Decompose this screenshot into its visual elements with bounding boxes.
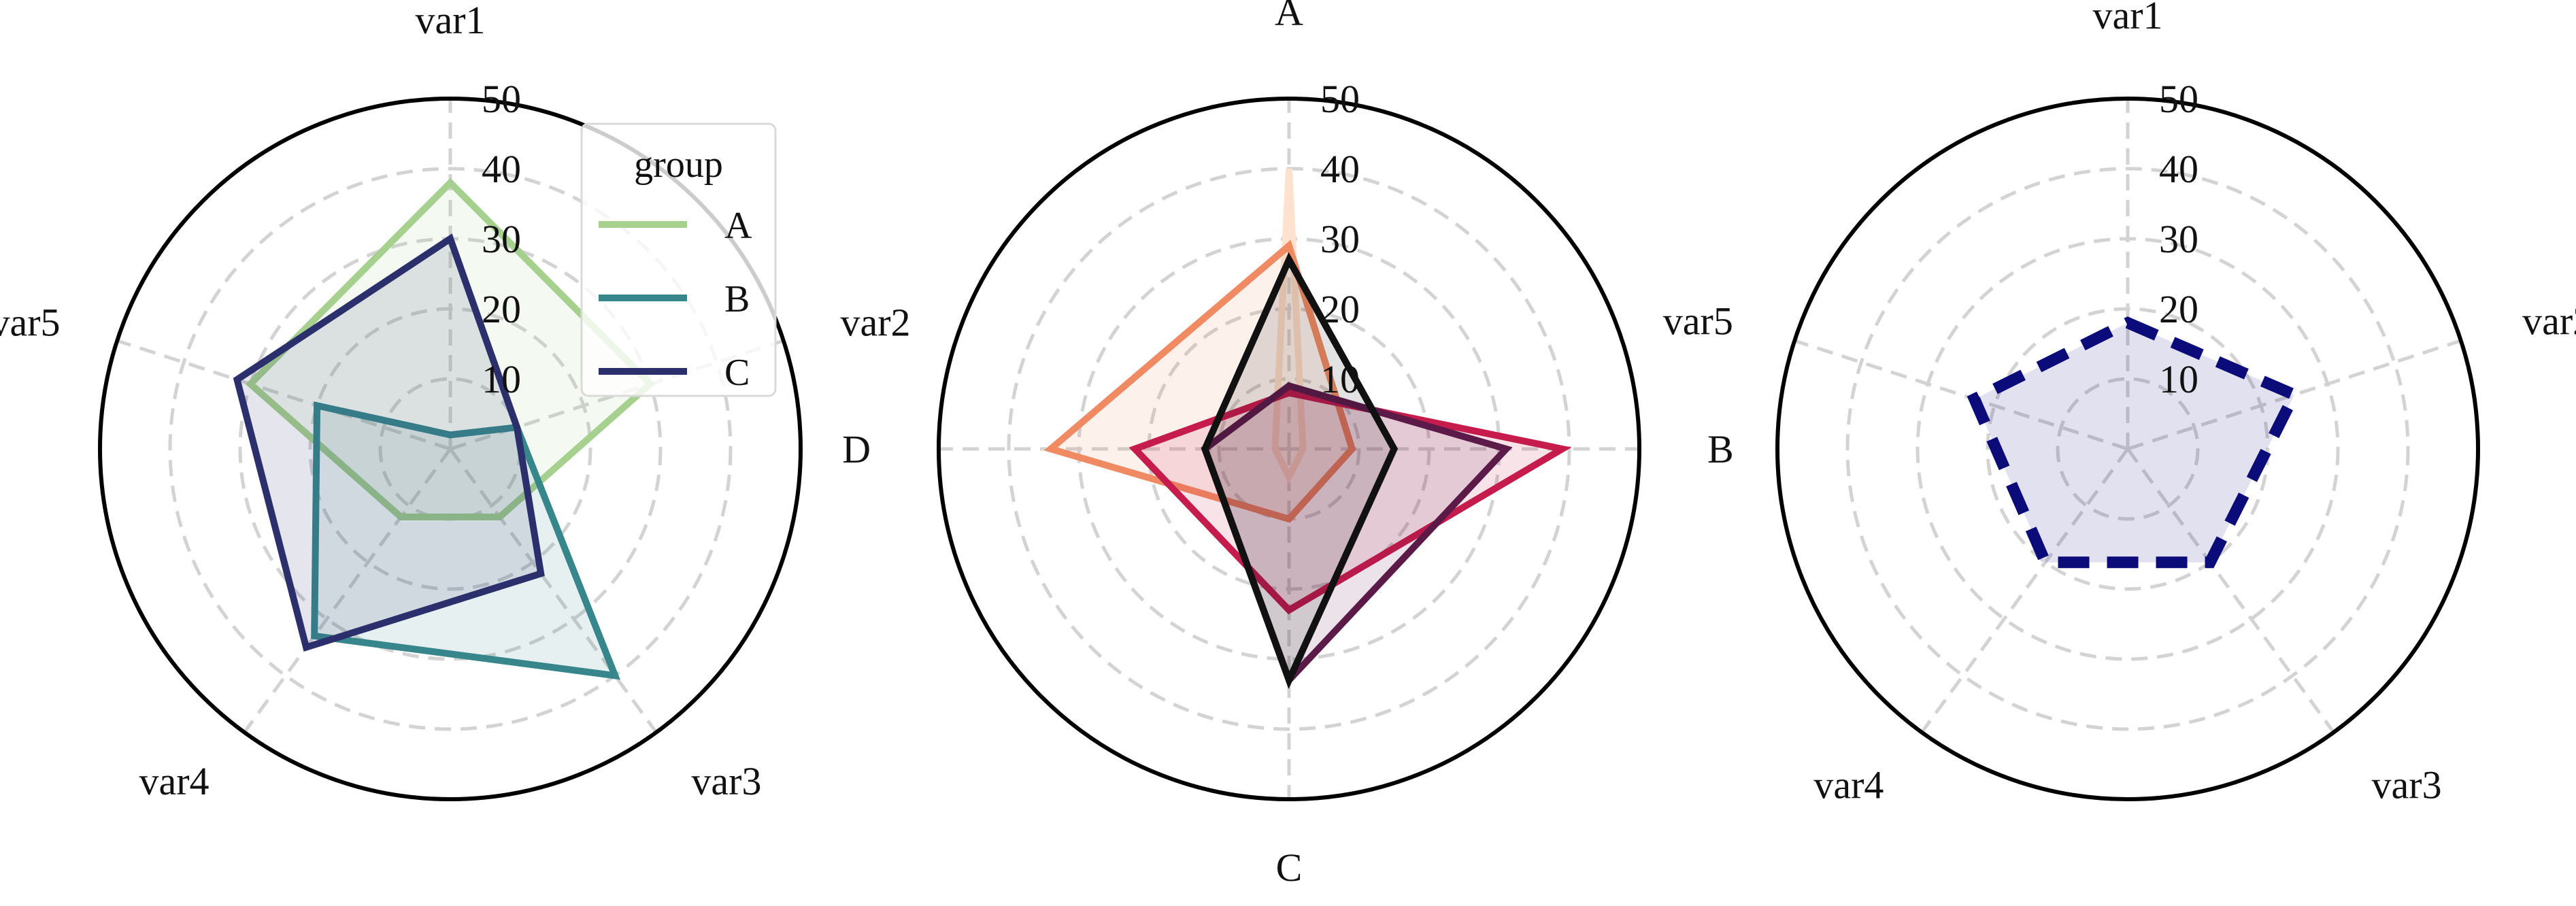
grid-spoke: [1920, 448, 2130, 734]
legend-label-C: C: [724, 352, 750, 394]
r-tick-label: 20: [482, 287, 521, 331]
grid-circle: [168, 167, 733, 731]
legend-box: [580, 122, 777, 397]
grid-spoke: [448, 448, 658, 734]
radar-panel-3: 10 20 30 40 50 var1 var2 var3 var4 var5: [1663, 0, 2576, 807]
series-fill-1: [1974, 322, 2294, 563]
axis-label-var3: var3: [691, 759, 761, 803]
axis-label-var1: var1: [2092, 0, 2162, 37]
axis-label-var1: var1: [415, 0, 485, 42]
series-line-1: [1271, 168, 1307, 485]
r-tick-label: 40: [2159, 147, 2198, 191]
grid-circle: [2056, 377, 2200, 521]
axis-label-B: B: [1707, 427, 1734, 471]
axis-label-var2: var2: [2522, 299, 2576, 343]
axis-label-var3: var3: [2372, 763, 2442, 807]
outer-frame: [937, 97, 1641, 801]
series-fill-B: [314, 405, 616, 676]
series-fill-1: [1275, 169, 1303, 477]
series-line-5: [1201, 252, 1399, 690]
series-fill-A: [250, 182, 650, 517]
r-tick-label: 30: [2159, 217, 2198, 261]
r-tick-label: 10: [482, 357, 521, 401]
series-line-3: [1128, 389, 1572, 615]
r-tick-label: 10: [2159, 357, 2198, 401]
axis-label-D: D: [842, 427, 871, 471]
r-tick-label: 50: [482, 77, 521, 121]
axis-label-A: A: [1275, 0, 1303, 34]
legend-label-B: B: [724, 278, 750, 320]
r-tick-label: 40: [1320, 147, 1360, 191]
r-tick-label: 40: [482, 147, 521, 191]
r-tick-label: 50: [2159, 77, 2198, 121]
axis-label-var5: var5: [0, 301, 61, 345]
legend-title: group: [634, 144, 723, 186]
grid-spoke: [2127, 339, 2462, 451]
r-tick-label: 30: [1320, 217, 1360, 261]
series-line-1: [1967, 316, 2303, 569]
axis-label-var2: var2: [840, 301, 910, 345]
series-line-C: [233, 233, 545, 652]
grid-spoke: [2126, 448, 2335, 734]
r-tick-label: 10: [1320, 357, 1360, 401]
axis-label-var4: var4: [1813, 763, 1884, 807]
radar-panel-2: 10 20 30 40 50 A B C D: [842, 0, 1734, 890]
outer-frame: [98, 97, 803, 801]
grid-circle: [1845, 167, 2410, 731]
r-tick-label: 20: [1320, 287, 1360, 331]
grid-spoke: [1794, 339, 2128, 451]
axis-label-var4: var4: [139, 759, 210, 803]
axis-label-C: C: [1276, 845, 1303, 890]
series-line-B: [311, 401, 620, 680]
grid-spoke: [116, 339, 451, 451]
r-tick-label: 30: [482, 217, 521, 261]
series-line-2: [1043, 239, 1356, 523]
r-tick-label: 50: [1320, 77, 1360, 121]
series-fill-C: [237, 239, 541, 648]
axis-label-var5: var5: [1663, 299, 1733, 343]
legend-label-A: A: [724, 205, 752, 247]
r-tick-label: 20: [2159, 287, 2198, 331]
grid-spoke: [243, 448, 452, 734]
series-fill-2: [1050, 246, 1352, 519]
outer-frame: [1775, 97, 2480, 801]
